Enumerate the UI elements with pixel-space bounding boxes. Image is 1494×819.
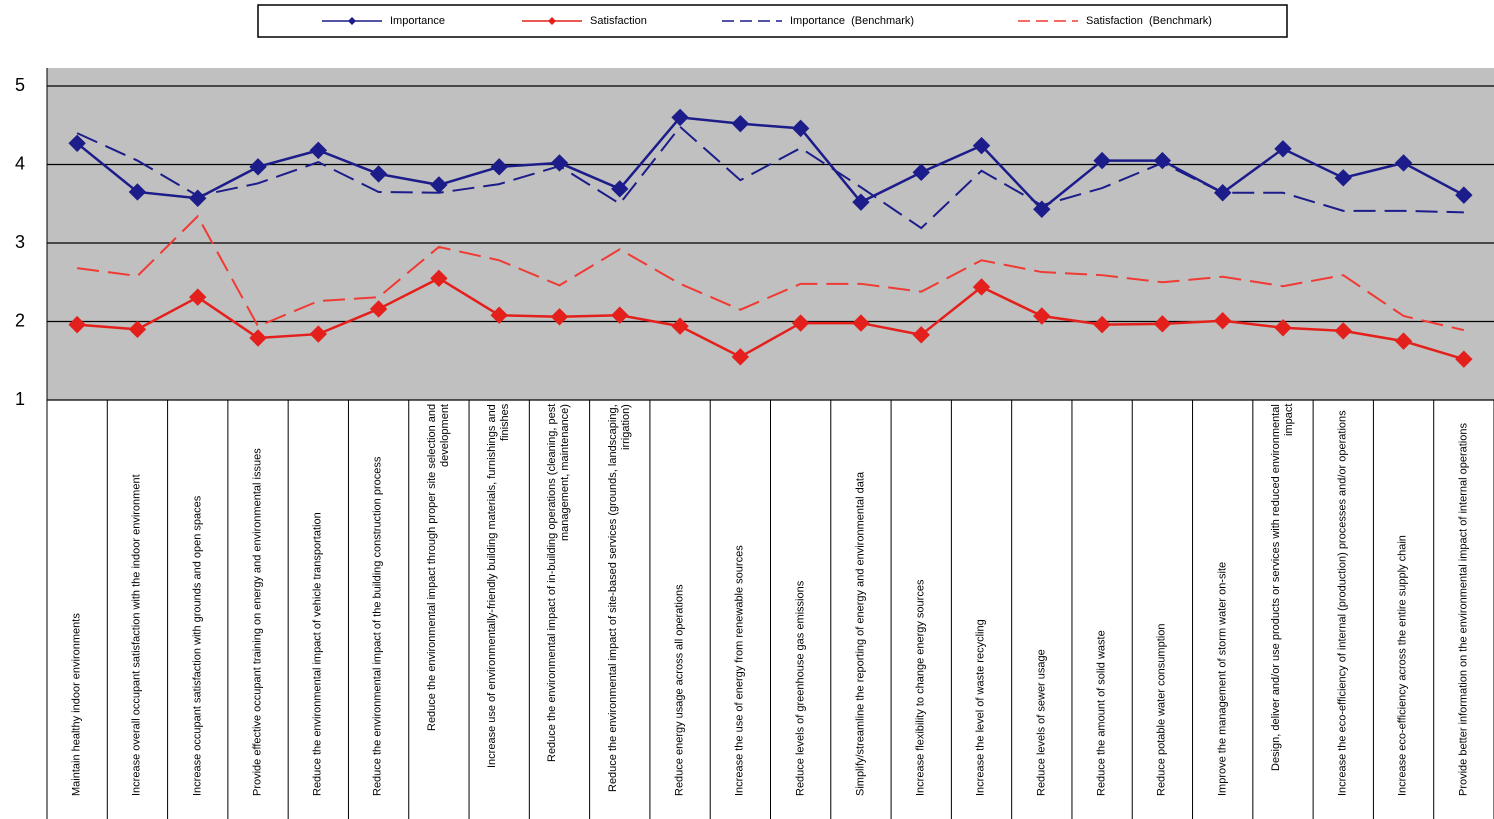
x-tick-label: Increase use of environmentally-friendly… <box>486 404 512 768</box>
data-point <box>912 326 930 344</box>
x-tick-label: Increase the eco-efficiency of internal … <box>1336 410 1349 796</box>
series-line <box>76 116 1465 211</box>
data-point <box>1455 186 1473 204</box>
data-point <box>1093 151 1111 170</box>
data-point <box>852 314 870 332</box>
x-tick-label: Design, deliver and/or use products or s… <box>1269 404 1295 771</box>
legend-label: Importance <box>390 15 445 27</box>
data-point <box>309 325 328 343</box>
data-point <box>1334 322 1352 340</box>
data-point <box>249 329 267 347</box>
x-tick-label: Provide effective occupant training on e… <box>251 448 264 796</box>
data-point <box>1274 140 1292 158</box>
x-tick-label: Increase the level of waste recycling <box>974 619 987 796</box>
data-point <box>189 288 207 306</box>
data-point <box>972 278 991 296</box>
x-tick-label: Reduce the environmental impact of the b… <box>371 456 384 796</box>
data-point <box>68 134 86 153</box>
data-point <box>791 119 810 138</box>
data-point <box>550 308 569 326</box>
data-point <box>430 269 448 288</box>
x-tick-label: Reduce levels of sewer usage <box>1035 649 1048 796</box>
data-point <box>550 154 569 172</box>
x-tick-label: Increase overall occupant satisfaction w… <box>130 474 143 796</box>
y-tick-label: 2 <box>15 310 25 330</box>
data-point <box>128 183 147 201</box>
x-tick-label: Reduce the environmental impact of site-… <box>606 404 632 792</box>
x-tick-label: Increase occupant satisfaction with grou… <box>191 495 204 796</box>
data-point <box>1213 312 1232 330</box>
data-point <box>128 320 147 339</box>
legend-label: Importance (Benchmark) <box>790 15 914 27</box>
x-tick-label: Increase flexibility to change energy so… <box>914 579 927 796</box>
data-point <box>791 314 810 332</box>
data-point <box>611 306 629 324</box>
y-tick-label: 4 <box>15 153 25 173</box>
data-point <box>852 193 870 211</box>
data-point <box>671 317 689 335</box>
data-point <box>1455 350 1473 368</box>
x-tick-label: Increase the use of energy from renewabl… <box>733 545 746 796</box>
data-point <box>1334 169 1352 187</box>
plot-area <box>47 68 1494 400</box>
data-point <box>1394 154 1413 172</box>
series-line <box>76 125 1464 230</box>
x-tick-label: Reduce the environmental impact of in-bu… <box>546 404 572 763</box>
data-point <box>731 114 750 133</box>
data-point <box>490 306 508 324</box>
x-tick-label: Increase eco-efficiency across the entir… <box>1396 535 1409 796</box>
series-line <box>77 214 1465 332</box>
legend-label: Satisfaction (Benchmark) <box>1086 15 1212 27</box>
x-tick-label: Simplify/streamline the reporting of ene… <box>854 471 867 796</box>
x-tick-label: Maintain healthy indoor environments <box>70 613 83 796</box>
legend-label: Satisfaction <box>590 15 647 27</box>
data-point <box>671 108 689 127</box>
x-tick-label: Reduce the environmental impact through … <box>425 404 451 732</box>
y-tick-label: 1 <box>15 389 25 409</box>
data-point <box>369 300 388 318</box>
legend-marker <box>348 17 356 25</box>
x-tick-label: Improve the management of storm water on… <box>1216 561 1229 796</box>
y-tick-label: 5 <box>15 75 25 95</box>
x-tick-label: Provide better information on the enviro… <box>1457 423 1470 796</box>
y-tick-label: 3 <box>15 232 25 252</box>
legend-marker <box>548 17 556 25</box>
data-point <box>611 180 629 198</box>
data-point <box>972 136 991 155</box>
data-point <box>1394 332 1413 350</box>
data-point <box>249 158 267 176</box>
data-point <box>1153 315 1172 333</box>
data-point <box>369 165 388 183</box>
data-point <box>68 315 86 334</box>
data-point <box>490 158 508 176</box>
data-point <box>731 348 750 366</box>
data-point <box>1274 319 1292 337</box>
data-point <box>1033 307 1051 325</box>
x-tick-label: Reduce energy usage across all operation… <box>673 584 686 796</box>
data-point <box>912 163 930 182</box>
data-point <box>309 141 328 160</box>
legend-box <box>257 4 1288 38</box>
series-line <box>77 276 1465 361</box>
x-tick-label: Reduce potable water consumption <box>1155 623 1168 796</box>
x-tick-label: Reduce levels of greenhouse gas emission… <box>794 580 806 796</box>
data-point <box>1093 315 1111 334</box>
data-point <box>1033 200 1051 218</box>
x-tick-label: Reduce the environmental impact of vehic… <box>311 512 324 796</box>
x-tick-label: Reduce the amount of solid waste <box>1095 630 1108 796</box>
